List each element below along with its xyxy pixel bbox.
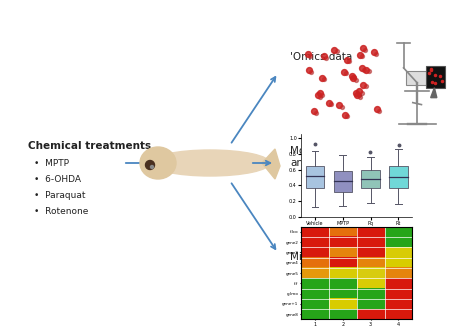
- Point: [361, 47, 369, 52]
- Point: [365, 69, 373, 74]
- Ellipse shape: [150, 150, 270, 176]
- Point: [356, 88, 363, 94]
- Point: [360, 67, 368, 72]
- Point: [322, 55, 330, 60]
- Point: [359, 45, 366, 50]
- Ellipse shape: [146, 161, 155, 169]
- Bar: [426, 66, 445, 88]
- Point: [343, 57, 351, 62]
- Point: [358, 90, 365, 95]
- Text: •  Rotenone: • Rotenone: [34, 207, 88, 216]
- Point: [343, 114, 351, 119]
- Point: [340, 69, 347, 74]
- Ellipse shape: [140, 147, 176, 179]
- Point: [356, 52, 364, 57]
- Text: •  Paraquat: • Paraquat: [34, 191, 85, 200]
- Point: [346, 59, 353, 64]
- Polygon shape: [262, 149, 280, 179]
- Point: [331, 47, 338, 52]
- Point: [312, 110, 320, 116]
- Bar: [334, 171, 352, 192]
- Point: [353, 90, 360, 96]
- Point: [316, 91, 323, 96]
- Point: [338, 105, 346, 110]
- Text: Microscopy: Microscopy: [290, 252, 348, 262]
- Point: [316, 94, 324, 100]
- Point: [342, 71, 350, 76]
- Bar: [406, 71, 428, 85]
- Point: [358, 54, 366, 59]
- Text: Movement
analysis: Movement analysis: [290, 146, 345, 168]
- Point: [349, 76, 357, 81]
- Text: •  6-OHDA: • 6-OHDA: [34, 175, 81, 184]
- Point: [320, 77, 328, 82]
- Ellipse shape: [151, 166, 154, 168]
- Point: [333, 49, 341, 54]
- Point: [373, 107, 380, 112]
- Bar: [389, 166, 408, 188]
- Point: [318, 92, 326, 98]
- Point: [348, 73, 356, 78]
- Point: [336, 103, 343, 108]
- Point: [352, 77, 360, 83]
- Point: [355, 92, 363, 97]
- Text: 'Omics data: 'Omics data: [290, 52, 352, 62]
- Text: •  MPTP: • MPTP: [34, 159, 69, 168]
- Point: [308, 70, 315, 75]
- Point: [350, 75, 358, 80]
- Point: [373, 51, 380, 56]
- Bar: [306, 166, 324, 188]
- Point: [358, 65, 365, 71]
- Point: [314, 93, 321, 98]
- Point: [341, 112, 348, 117]
- Point: [356, 94, 363, 99]
- Point: [375, 109, 383, 114]
- Point: [370, 49, 378, 54]
- Text: Chemical treatments: Chemical treatments: [28, 141, 151, 151]
- Point: [363, 67, 370, 72]
- Bar: [361, 169, 380, 188]
- Point: [327, 102, 335, 107]
- Point: [306, 53, 314, 58]
- Point: [362, 84, 370, 89]
- Point: [320, 53, 328, 59]
- Point: [353, 92, 361, 98]
- Point: [325, 100, 332, 105]
- Point: [360, 82, 367, 87]
- Polygon shape: [431, 88, 437, 98]
- Point: [305, 68, 313, 73]
- Point: [318, 75, 326, 80]
- Point: [304, 51, 311, 57]
- Point: [310, 109, 318, 114]
